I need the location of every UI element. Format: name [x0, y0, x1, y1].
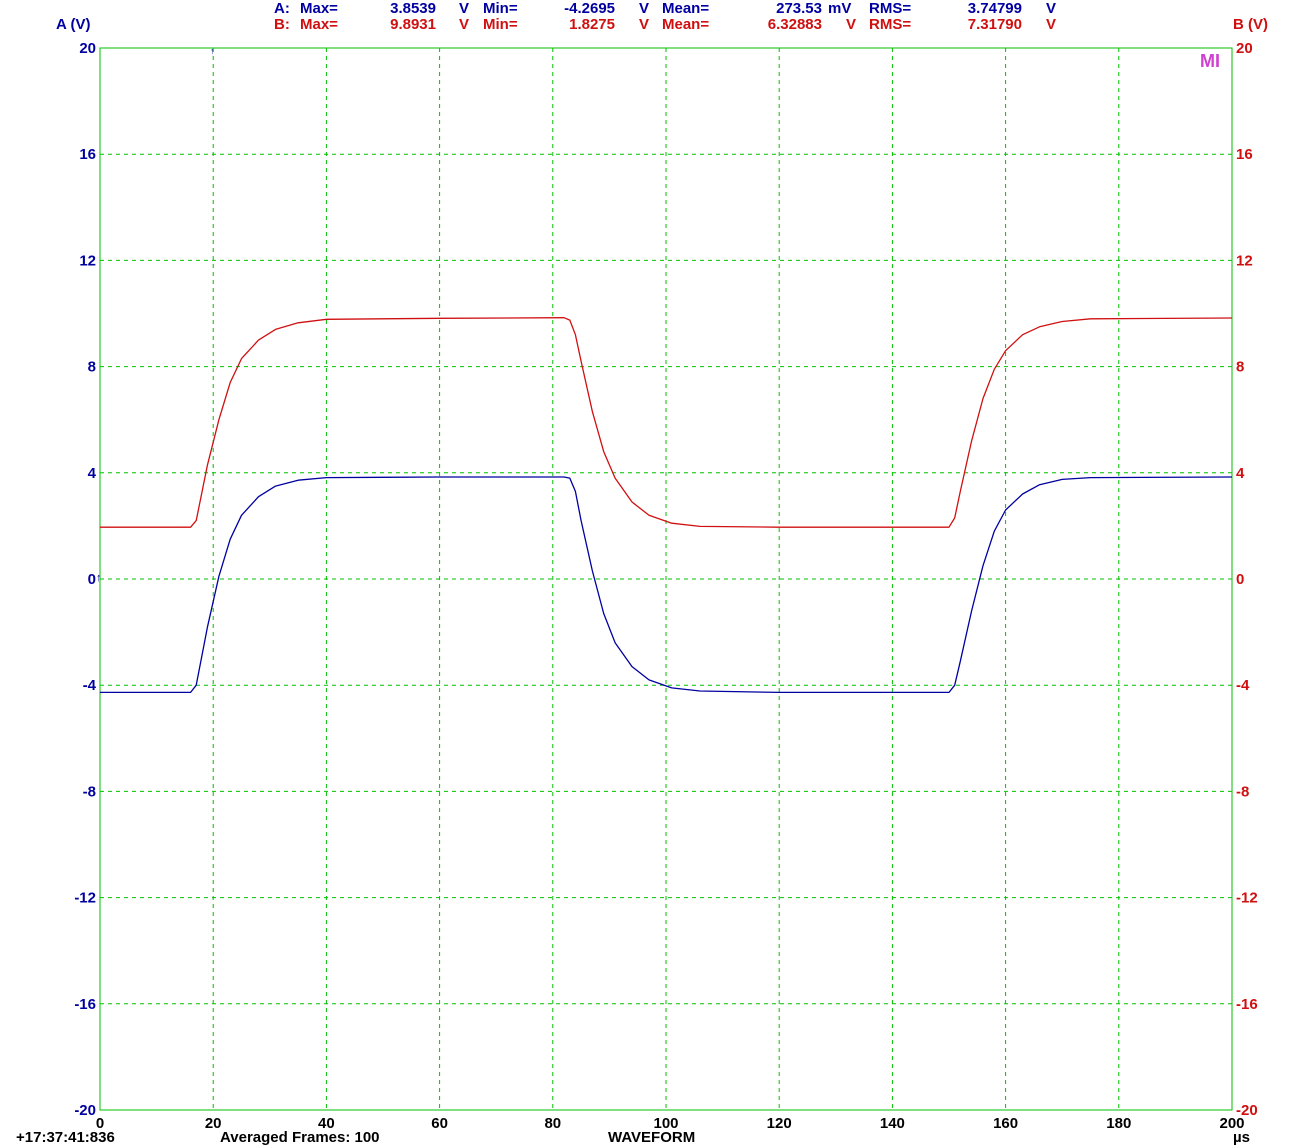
channel-a-zero-marker-icon[interactable]: ↑	[96, 572, 102, 584]
left-y-tick-label: -4	[83, 677, 97, 694]
footer: +17:37:41:836 Averaged Frames: 100 WAVEF…	[16, 1129, 1250, 1146]
channel-a-max-value: 3.8539	[390, 0, 436, 17]
right-y-tick-label: 20	[1236, 40, 1253, 57]
trigger-marker-icon[interactable]: ↑	[210, 46, 215, 56]
left-y-tick-label: -12	[74, 890, 96, 907]
right-y-tick-label: -16	[1236, 996, 1258, 1013]
x-tick-label: 20	[205, 1115, 222, 1132]
x-tick-label: 160	[993, 1115, 1018, 1132]
left-axis-title: A (V)	[56, 16, 90, 33]
mode-label: WAVEFORM	[608, 1129, 695, 1146]
right-axis-title: B (V)	[1233, 16, 1268, 33]
channel-a-stats: A: Max= 3.8539 V Min= -4.2695 V Mean= 27…	[274, 0, 1056, 17]
x-tick-label: 60	[431, 1115, 448, 1132]
left-y-tick-label: 8	[88, 359, 96, 376]
x-tick-label: 120	[767, 1115, 792, 1132]
channel-a-mean-label: Mean=	[662, 0, 709, 17]
channel-b-mean-label: Mean=	[662, 16, 709, 33]
right-y-ticks: 20 16 12 8 4 0 -4 -8 -12 -16 -20	[1236, 40, 1258, 1119]
trace-channel-a	[100, 476, 1233, 694]
x-tick-label: 40	[318, 1115, 335, 1132]
channel-b-label: B:	[274, 16, 290, 33]
right-y-tick-label: 4	[1236, 465, 1245, 482]
channel-b-mean-unit: V	[846, 16, 856, 33]
channel-b-max-unit: V	[459, 16, 469, 33]
channel-a-rms-value: 3.74799	[968, 0, 1022, 17]
right-y-tick-label: -20	[1236, 1102, 1258, 1119]
right-y-tick-label: -8	[1236, 783, 1249, 800]
channel-a-mean-value: 273.53	[776, 0, 822, 17]
plot-frame	[99, 47, 1233, 1111]
x-ticks: 0 20 40 60 80 100 120 140 160 180 200	[96, 1115, 1245, 1132]
right-y-tick-label: 8	[1236, 359, 1244, 376]
x-axis-unit: µs	[1233, 1129, 1250, 1146]
channel-a-rms-unit: V	[1046, 0, 1056, 17]
averaged-frames: Averaged Frames: 100	[220, 1129, 380, 1146]
x-tick-label: 100	[653, 1115, 678, 1132]
channel-b-max-value: 9.8931	[390, 16, 436, 33]
channel-b-stats: B: Max= 9.8931 V Min= 1.8275 V Mean= 6.3…	[274, 16, 1056, 33]
x-tick-label: 140	[880, 1115, 905, 1132]
left-y-tick-label: -16	[74, 996, 96, 1013]
channel-b-min-label: Min=	[483, 16, 518, 33]
channel-a-max-unit: V	[459, 0, 469, 17]
left-y-tick-label: 0	[88, 571, 96, 588]
channel-b-min-value: 1.8275	[569, 16, 615, 33]
channel-a-min-label: Min=	[483, 0, 518, 17]
right-y-tick-label: 16	[1236, 146, 1253, 163]
channel-a-min-unit: V	[639, 0, 649, 17]
left-y-tick-label: 4	[88, 465, 97, 482]
channel-b-rms-value: 7.31790	[968, 16, 1022, 33]
channel-a-label: A:	[274, 0, 290, 17]
traces	[100, 317, 1233, 694]
channel-a-mean-unit: mV	[828, 0, 851, 17]
channel-b-mean-value: 6.32883	[768, 16, 822, 33]
left-y-tick-label: -20	[74, 1102, 96, 1119]
right-y-tick-label: -12	[1236, 890, 1258, 907]
timestamp: +17:37:41:836	[16, 1129, 115, 1146]
marker-label: MI	[1200, 51, 1220, 71]
channel-b-max-label: Max=	[300, 16, 338, 33]
channel-a-rms-label: RMS=	[869, 0, 911, 17]
channel-b-rms-label: RMS=	[869, 16, 911, 33]
left-y-ticks: 20 16 12 8 4 0 -4 -8 -12 -16 -20	[74, 40, 96, 1119]
right-y-tick-label: 0	[1236, 571, 1244, 588]
grid	[100, 48, 1232, 1110]
left-y-tick-label: 12	[79, 252, 96, 269]
x-tick-label: 180	[1106, 1115, 1131, 1132]
left-y-tick-label: 16	[79, 146, 96, 163]
channel-b-rms-unit: V	[1046, 16, 1056, 33]
left-y-tick-label: -8	[83, 783, 96, 800]
x-tick-label: 200	[1219, 1115, 1244, 1132]
x-tick-label: 0	[96, 1115, 104, 1132]
x-tick-label: 80	[544, 1115, 561, 1132]
trace-channel-b	[100, 317, 1233, 528]
right-y-tick-label: -4	[1236, 677, 1250, 694]
left-y-tick-label: 20	[79, 40, 96, 57]
channel-b-min-unit: V	[639, 16, 649, 33]
right-y-tick-label: 12	[1236, 252, 1253, 269]
channel-a-max-label: Max=	[300, 0, 338, 17]
channel-a-min-value: -4.2695	[564, 0, 615, 17]
